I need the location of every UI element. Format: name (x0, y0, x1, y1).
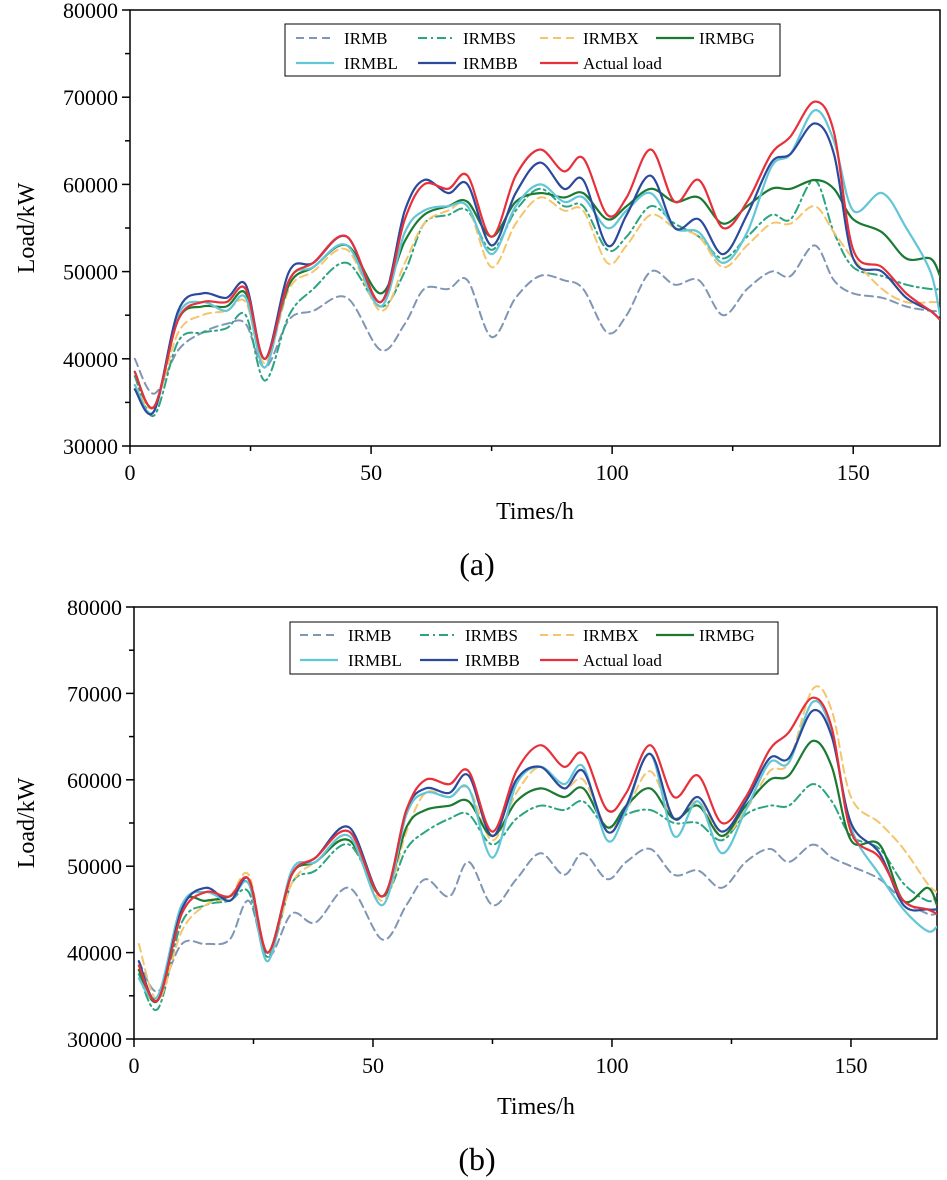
y-tick-label-a-5: 80000 (63, 0, 118, 23)
legend-b: IRMB IRMBS IRMBX IRMBG IRMBL IRMBB Actua… (289, 621, 779, 675)
legend-label-b-3: IRMBG (699, 626, 755, 645)
series-line-a-irmbl (133, 109, 940, 415)
legend-label-b-6: Actual load (583, 651, 662, 670)
series-line-a-irmbs (133, 179, 940, 417)
y-tick-label-b-2: 50000 (67, 854, 122, 879)
tick-layer-a: 30000 40000 50000 60000 70000 80000 0 50 100 150 (63, 0, 870, 485)
tick-layer-b: 30000 40000 50000 60000 70000 80000 0 50 100 150 (67, 595, 867, 1078)
y-tick-label-b-1: 40000 (67, 941, 122, 966)
y-axis-label-a: Load/kW (14, 182, 40, 273)
y-tick-label-b-5: 80000 (67, 595, 122, 620)
legend-label-a-4: IRMBL (344, 54, 398, 73)
y-tick-label-a-2: 50000 (63, 260, 118, 285)
legend-label-a-5: IRMBB (463, 54, 518, 73)
x-tick-label-b-0: 0 (129, 1053, 140, 1078)
legend-a: IRMB IRMBS IRMBX IRMBG IRMBL IRMBB Actua… (284, 23, 781, 77)
series-line-a-irmbx (133, 196, 940, 410)
series-line-b-irmbg (137, 739, 937, 1004)
series-layer-a (133, 100, 940, 417)
legend-label-a-2: IRMBX (583, 29, 639, 48)
x-tick-label-b-1: 50 (362, 1053, 384, 1078)
series-line-b-irmbb (137, 708, 937, 1003)
panel-label-a: (a) (459, 546, 495, 582)
y-tick-label-b-4: 70000 (67, 681, 122, 706)
legend-label-a-3: IRMBG (699, 29, 755, 48)
legend-label-a-6: Actual load (583, 54, 662, 73)
series-line-b-irmbs (137, 783, 937, 1012)
x-tick-label-a-2: 100 (596, 460, 629, 485)
y-tick-label-a-3: 60000 (63, 172, 118, 197)
series-line-b-irmbx (137, 685, 937, 1002)
series-line-a-irmb (133, 244, 940, 395)
legend-label-b-4: IRMBL (348, 651, 402, 670)
legend-label-b-5: IRMBB (465, 651, 520, 670)
legend-box-a (284, 23, 781, 77)
y-tick-label-b-3: 60000 (67, 768, 122, 793)
x-axis-label-a: Times/h (496, 499, 574, 525)
x-tick-label-a-0: 0 (125, 460, 136, 485)
legend-box-b (289, 621, 779, 675)
y-tick-label-b-0: 30000 (67, 1027, 122, 1052)
y-tick-label-a-1: 40000 (63, 347, 118, 372)
x-tick-label-a-1: 50 (360, 460, 382, 485)
series-line-a-irmbb (133, 122, 940, 416)
series-line-b-irmb (137, 843, 937, 993)
legend-label-a-0: IRMB (344, 29, 387, 48)
y-axis-label-b: Load/kW (14, 777, 40, 868)
series-line-a-actual-load (133, 100, 940, 410)
y-tick-label-a-4: 70000 (63, 85, 118, 110)
y-tick-label-a-0: 30000 (63, 434, 118, 459)
legend-label-a-1: IRMBS (463, 29, 516, 48)
legend-label-b-1: IRMBS (465, 626, 518, 645)
series-line-a-irmbg (133, 178, 940, 410)
x-tick-label-b-3: 150 (834, 1053, 867, 1078)
series-line-b-actual-load (137, 696, 937, 1003)
panel-label-b: (b) (458, 1141, 495, 1177)
x-tick-label-a-3: 150 (837, 460, 870, 485)
series-layer-b (137, 685, 937, 1012)
x-tick-label-b-2: 100 (595, 1053, 628, 1078)
x-axis-label-b: Times/h (497, 1094, 575, 1120)
legend-label-b-0: IRMB (348, 626, 391, 645)
legend-label-b-2: IRMBX (583, 626, 639, 645)
